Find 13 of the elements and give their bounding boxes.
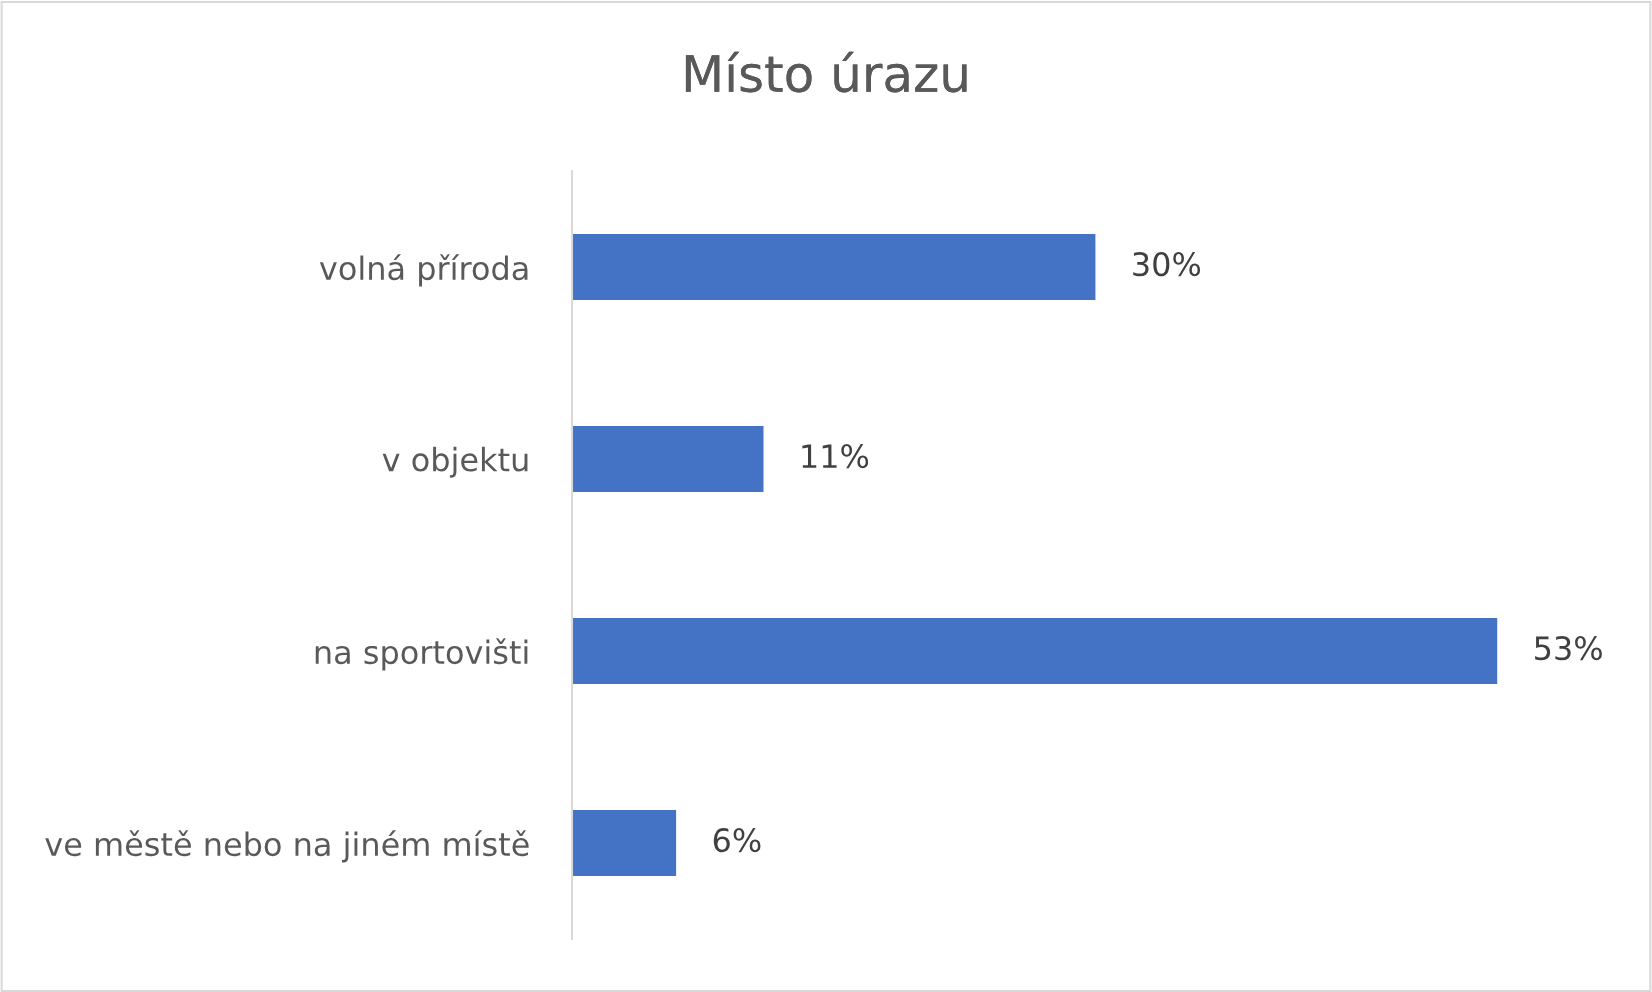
bar [572, 808, 678, 878]
bar [572, 424, 765, 494]
bar [572, 616, 1499, 686]
y-tick-label: na sportovišti [315, 638, 528, 671]
data-label: 53% [1535, 636, 1602, 661]
data-label: 6% [713, 828, 761, 853]
bar [572, 232, 1097, 302]
y-tick-label: volná příroda [319, 254, 528, 287]
chart-title: Místo úrazu [685, 51, 967, 93]
data-label: 30% [1133, 252, 1201, 277]
y-tick-label: v objektu [382, 446, 528, 478]
data-label: 11% [802, 444, 869, 469]
y-tick-label: ve městě nebo na jiném místě [45, 830, 529, 863]
